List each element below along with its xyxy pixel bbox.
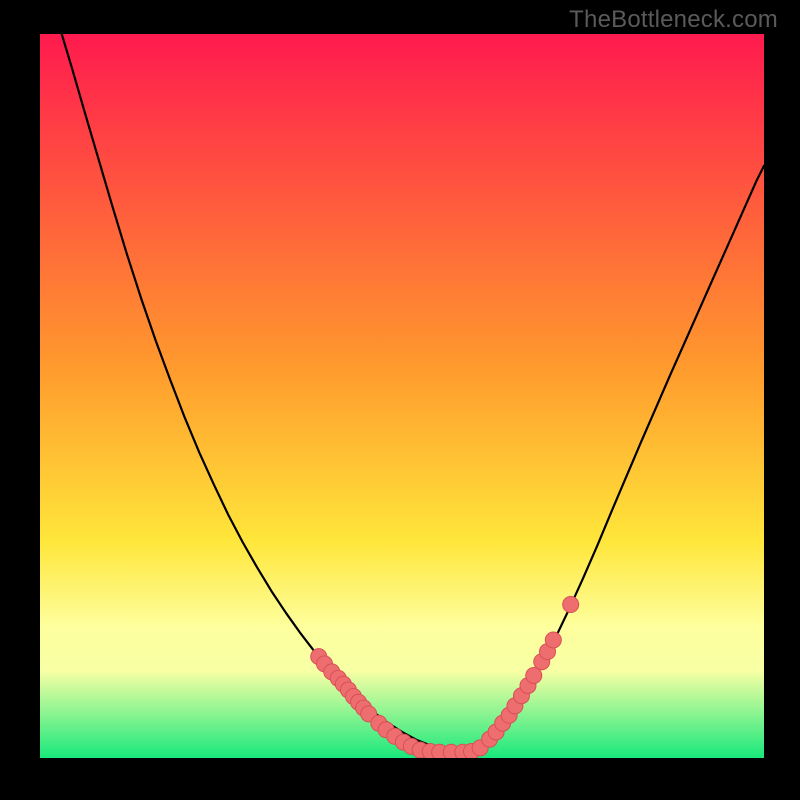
bottleneck-curve — [62, 34, 764, 752]
plot-background — [40, 34, 764, 758]
data-marker — [545, 632, 561, 648]
marker-group — [311, 597, 579, 758]
watermark-label: TheBottleneck.com — [569, 6, 778, 34]
data-marker — [563, 597, 579, 613]
chart-stage: TheBottleneck.com — [0, 0, 800, 800]
plot-svg — [40, 34, 764, 758]
